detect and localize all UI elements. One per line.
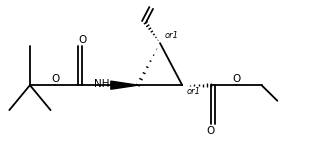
Text: O: O <box>51 74 60 84</box>
Text: O: O <box>232 74 240 84</box>
Polygon shape <box>111 81 138 89</box>
Text: O: O <box>207 126 215 136</box>
Text: or1: or1 <box>187 87 201 96</box>
Text: or1: or1 <box>165 31 179 40</box>
Text: O: O <box>78 35 86 45</box>
Text: NH: NH <box>94 79 109 89</box>
